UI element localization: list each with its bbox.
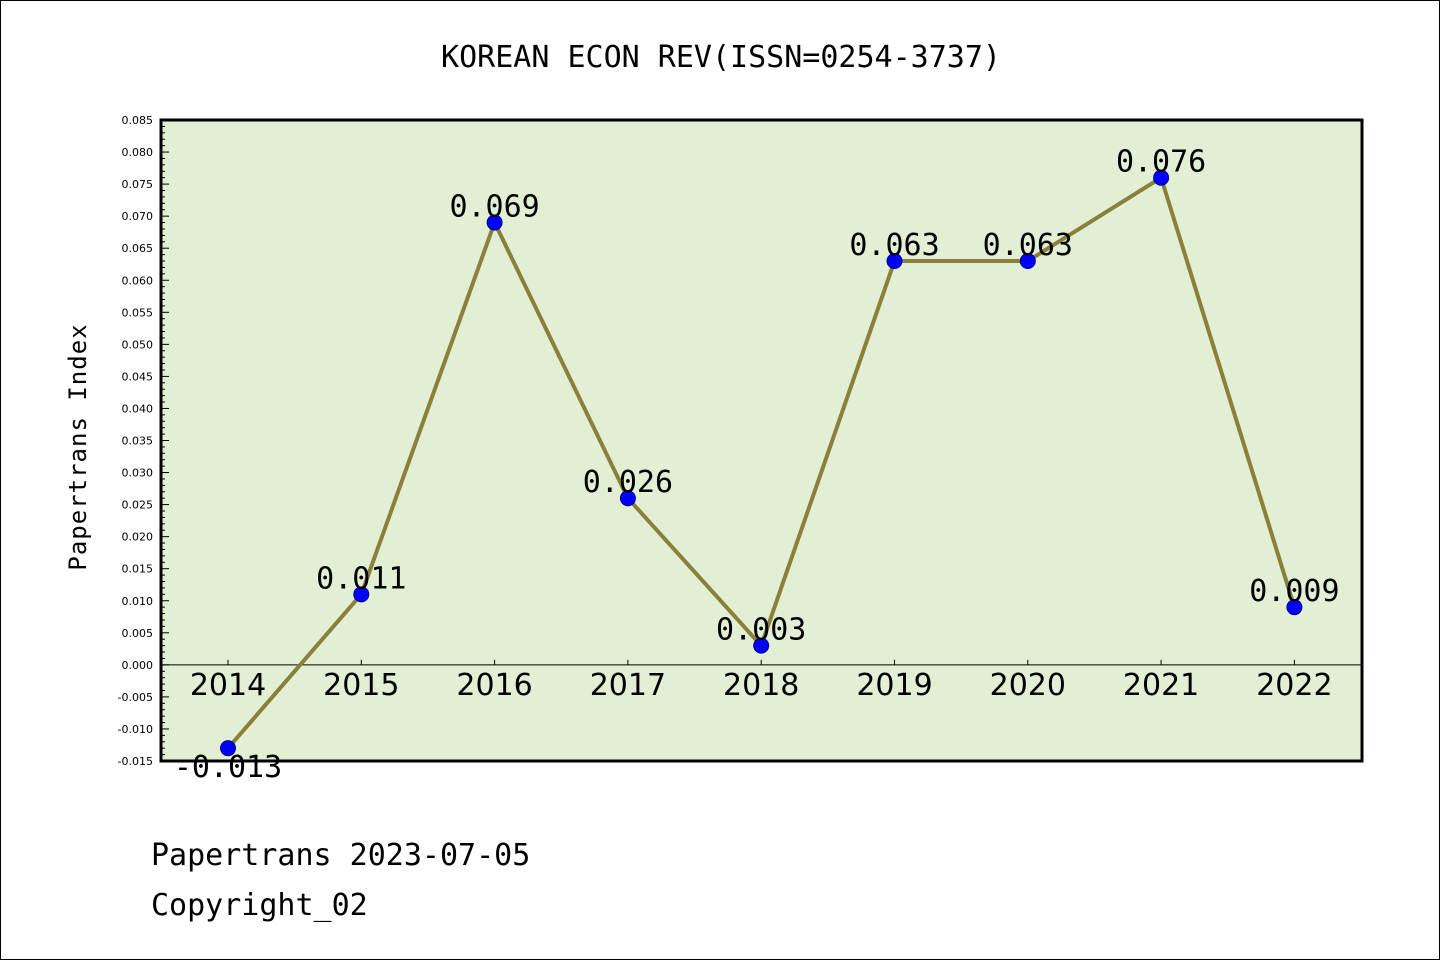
data-point bbox=[353, 586, 370, 603]
y-tick-label: 0.060 bbox=[122, 274, 154, 287]
data-point bbox=[486, 214, 503, 231]
footer-date: Papertrans 2023-07-05 bbox=[151, 838, 530, 873]
y-tick-label: 0.020 bbox=[122, 531, 154, 544]
y-tick-label: 0.055 bbox=[122, 306, 154, 319]
data-label: 0.003 bbox=[716, 613, 806, 648]
plot-border bbox=[159, 118, 1364, 763]
y-tick-label: 0.010 bbox=[122, 595, 154, 608]
data-point bbox=[886, 253, 903, 270]
x-tick-label: 2022 bbox=[1256, 668, 1332, 703]
data-points bbox=[220, 169, 1303, 757]
data-label: 0.063 bbox=[983, 228, 1073, 263]
x-tick-label: 2021 bbox=[1123, 668, 1199, 703]
x-tick-label: 2020 bbox=[990, 668, 1066, 703]
y-tick-label: 0.085 bbox=[122, 114, 154, 127]
y-tick-label: -0.005 bbox=[118, 691, 153, 704]
y-tick-label: 0.030 bbox=[122, 467, 154, 480]
data-point bbox=[1019, 253, 1036, 270]
data-label: -0.013 bbox=[174, 750, 282, 785]
y-tick-label: -0.010 bbox=[118, 723, 153, 736]
data-labels: -0.013 0.011 0.069 0.026 0.003 0.063 0.063 0.07… bbox=[174, 145, 1340, 785]
y-tick-label: 0.080 bbox=[122, 146, 154, 159]
data-label: 0.009 bbox=[1249, 574, 1339, 609]
y-axis-label: Papertrans Index bbox=[64, 323, 92, 570]
y-tick-label: 0.040 bbox=[122, 402, 154, 415]
y-tick-label: 0.025 bbox=[122, 499, 154, 512]
data-point bbox=[619, 490, 636, 507]
y-tick-label: 0.045 bbox=[122, 370, 154, 383]
data-label: 0.063 bbox=[849, 228, 939, 263]
y-tick-label: 0.000 bbox=[122, 659, 154, 672]
data-label: 0.076 bbox=[1116, 145, 1206, 180]
data-point bbox=[1153, 169, 1170, 186]
x-tick-label: 2014 bbox=[190, 668, 266, 703]
footer-copyright: Copyright_02 bbox=[151, 888, 368, 923]
y-tick-label: 0.005 bbox=[122, 627, 154, 640]
data-label: 0.026 bbox=[583, 465, 673, 500]
data-point bbox=[220, 740, 236, 757]
x-tick-label: 2015 bbox=[323, 668, 399, 703]
y-tick-label: -0.015 bbox=[118, 755, 153, 768]
y-tick-label: 0.035 bbox=[122, 435, 154, 448]
plot-area bbox=[161, 120, 1362, 761]
chart-title: KOREAN ECON REV(ISSN=0254-3737) bbox=[441, 40, 1001, 75]
y-tick-label: 0.065 bbox=[122, 242, 154, 255]
x-tick-label: 2018 bbox=[723, 668, 799, 703]
x-axis-ticks: 2014 2015 2016 2017 2018 2019 2020 2021 2022 bbox=[190, 659, 1333, 703]
data-point bbox=[1286, 599, 1303, 616]
data-label: 0.011 bbox=[316, 561, 406, 596]
y-tick-label: 0.075 bbox=[122, 178, 154, 191]
data-label: 0.069 bbox=[449, 190, 539, 225]
x-tick-label: 2016 bbox=[456, 668, 532, 703]
x-tick-label: 2017 bbox=[590, 668, 666, 703]
y-tick-label: 0.050 bbox=[122, 338, 154, 351]
data-point bbox=[753, 637, 770, 654]
x-tick-label: 2019 bbox=[856, 668, 932, 703]
y-tick-label: 0.015 bbox=[122, 563, 154, 576]
y-tick-label: 0.070 bbox=[122, 210, 154, 223]
